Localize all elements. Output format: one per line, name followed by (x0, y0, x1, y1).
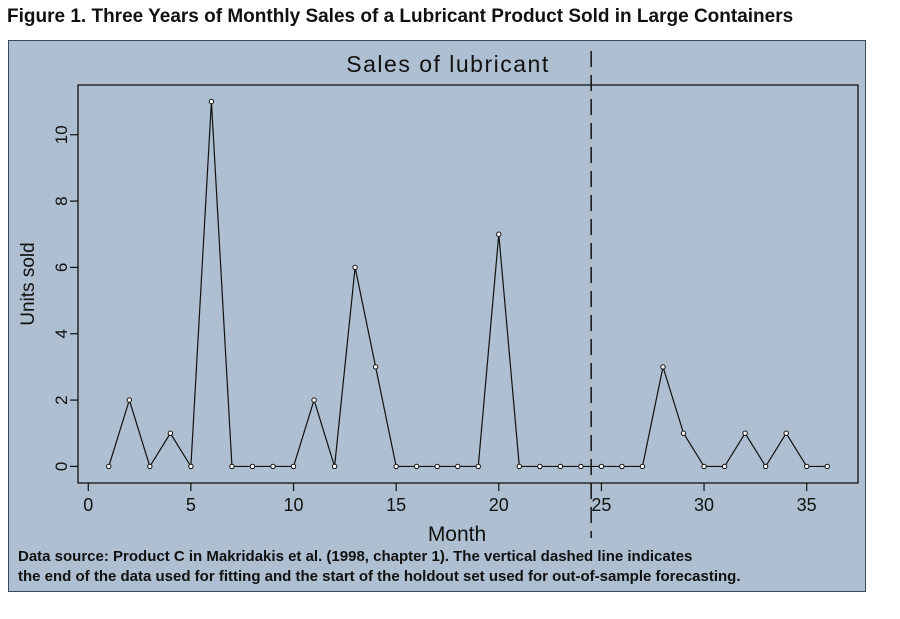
caption-line-2: the end of the data used for fitting and… (18, 568, 741, 585)
data-point (393, 463, 399, 470)
data-point (167, 430, 174, 436)
data-point (188, 463, 194, 470)
x-tick-label: 35 (797, 495, 817, 515)
data-point (126, 397, 133, 403)
line-chart: Sales of lubricant Month Units sold 0 5 10… (18, 51, 859, 546)
data-point (331, 463, 338, 470)
data-point (106, 463, 112, 470)
data-point (824, 463, 830, 470)
data-point (413, 463, 420, 470)
data-point (742, 430, 748, 436)
y-axis-label: Units sold (18, 242, 39, 325)
chart-panel: Sales of lubricant Month Units sold 0 5 10… (8, 40, 866, 592)
x-axis-label: Month (428, 523, 486, 546)
data-point (352, 264, 358, 271)
data-point (721, 463, 728, 470)
data-point (783, 430, 789, 436)
x-tick-label: 30 (694, 495, 714, 515)
data-point (455, 463, 461, 470)
x-tick-label: 5 (186, 495, 196, 515)
y-tick-label: 8 (52, 196, 71, 205)
x-tick-label: 10 (284, 495, 304, 515)
data-point (762, 463, 769, 470)
figure-caption: Data source: Product C in Makridakis et … (18, 547, 741, 587)
data-point (578, 463, 584, 470)
x-tick-label: 15 (386, 495, 406, 515)
y-tick-label: 4 (52, 329, 71, 338)
y-tick-label: 2 (52, 395, 71, 404)
data-point (249, 463, 256, 470)
y-tick-label: 10 (52, 125, 71, 144)
data-point (803, 463, 810, 470)
y-tick-label: 0 (52, 462, 71, 471)
data-point (557, 463, 564, 470)
data-point (660, 364, 666, 370)
data-point (639, 463, 646, 470)
figure-title: Figure 1. Three Years of Monthly Sales o… (7, 6, 794, 27)
data-point (680, 430, 687, 436)
data-point (290, 463, 297, 470)
data-point (701, 463, 707, 470)
data-point (598, 463, 605, 470)
data-point (434, 463, 440, 470)
data-point (619, 463, 625, 470)
x-tick-label: 20 (489, 495, 509, 515)
data-point (516, 463, 523, 470)
plot-frame (77, 84, 859, 484)
data-point (372, 364, 379, 370)
x-tick-label: 25 (591, 495, 611, 515)
data-point (311, 397, 317, 403)
caption-line-1: Data source: Product C in Makridakis et … (18, 548, 693, 565)
data-point (475, 463, 481, 470)
data-point (270, 463, 276, 470)
data-point (537, 463, 543, 470)
chart-title: Sales of lubricant (346, 51, 549, 77)
data-point (229, 463, 235, 470)
data-point (496, 231, 502, 237)
data-point (208, 98, 215, 105)
series-line (108, 101, 828, 469)
x-tick-label: 0 (83, 495, 93, 515)
y-tick-label: 6 (52, 263, 71, 272)
data-point (147, 463, 153, 470)
